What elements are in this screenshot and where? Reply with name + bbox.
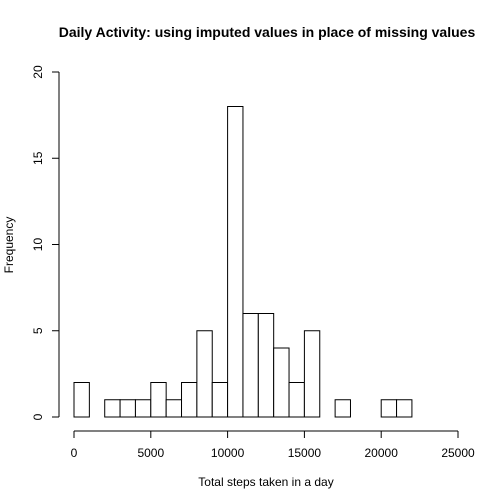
x-tick-label: 10000 xyxy=(211,446,245,460)
histogram-bar xyxy=(257,313,275,418)
histogram-bar xyxy=(273,347,290,418)
x-tick-label: 25000 xyxy=(441,446,475,460)
x-axis-ticks: 0 5000 10000 15000 20000 25000 xyxy=(71,431,475,460)
histogram-bar xyxy=(242,313,259,418)
x-tick-label: 0 xyxy=(71,446,78,460)
y-tick-label: 10 xyxy=(31,238,45,252)
y-tick-label: 20 xyxy=(31,65,45,79)
x-tick-label: 5000 xyxy=(137,446,164,460)
histogram-bar xyxy=(73,382,90,418)
histogram-bar xyxy=(227,106,244,418)
y-tick-label: 0 xyxy=(31,413,45,420)
histogram-bar xyxy=(196,330,213,418)
x-tick-label: 20000 xyxy=(365,446,399,460)
histogram-bar xyxy=(104,399,121,418)
histogram-bar xyxy=(119,399,136,418)
y-axis-label: Frequency xyxy=(2,217,16,274)
histogram-bar xyxy=(181,382,198,418)
y-axis-ticks: 0 5 10 15 20 xyxy=(31,65,59,420)
histogram-bar xyxy=(150,382,167,418)
chart-title: Daily Activity: using imputed values in … xyxy=(59,24,476,40)
histogram-bar xyxy=(396,399,413,418)
y-tick-label: 5 xyxy=(31,327,45,334)
x-axis-label: Total steps taken in a day xyxy=(198,475,333,489)
histogram-bar xyxy=(380,399,398,418)
histogram-bar xyxy=(303,330,321,418)
histogram-bar xyxy=(334,399,351,418)
histogram-bar xyxy=(134,399,152,418)
histogram-bar xyxy=(211,382,229,418)
histogram-bar xyxy=(288,382,305,418)
y-tick-label: 15 xyxy=(31,151,45,165)
x-tick-label: 15000 xyxy=(288,446,322,460)
bars-group xyxy=(73,106,413,418)
histogram-bar xyxy=(165,399,183,418)
